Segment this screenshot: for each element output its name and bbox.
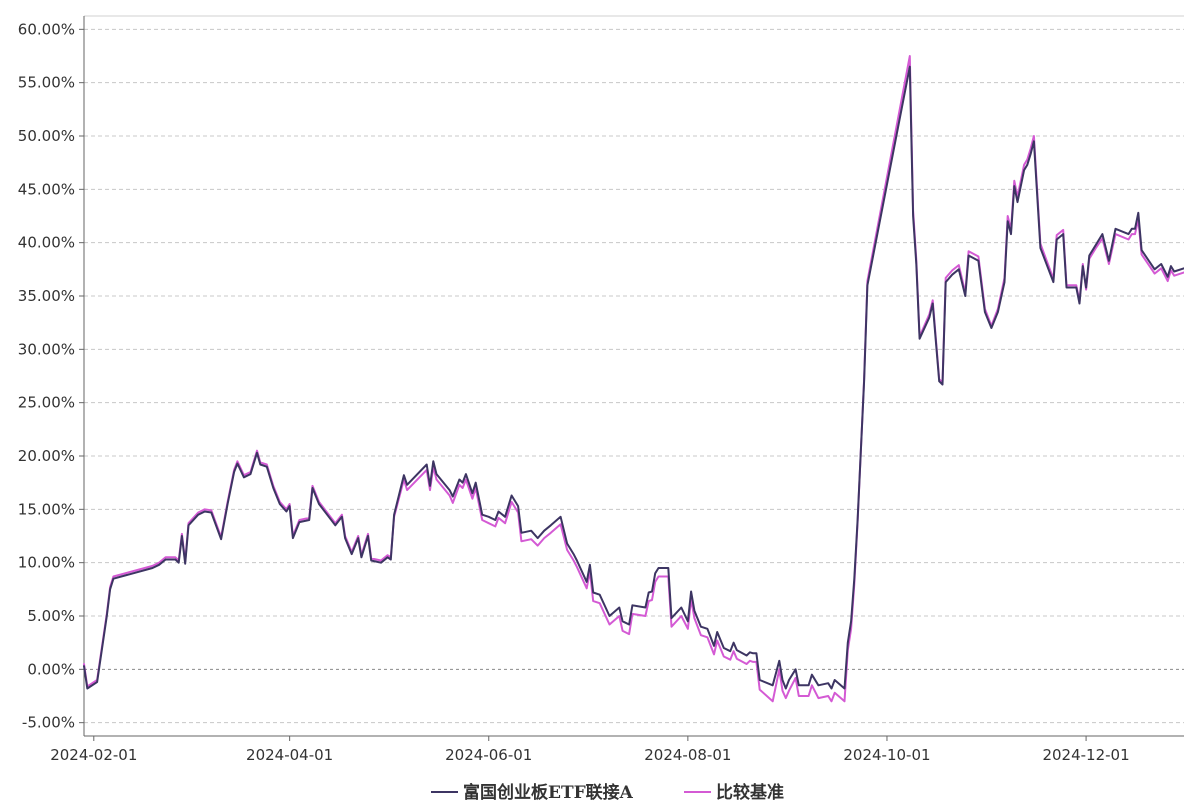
- y-tick-label: 50.00%: [18, 127, 75, 145]
- legend-label-benchmark: 比较基准: [716, 782, 784, 803]
- axes: [79, 15, 1184, 741]
- y-tick-label: -5.00%: [22, 714, 75, 732]
- x-tick-label: 2024-12-01: [1042, 746, 1129, 764]
- y-tick-label: 45.00%: [18, 180, 75, 198]
- y-tick-label: 55.00%: [18, 74, 75, 92]
- x-tick-label: 2024-06-01: [445, 746, 532, 764]
- x-tick-label: 2024-08-01: [644, 746, 731, 764]
- legend-label-fund: 富国创业板ETF联接A: [463, 782, 634, 803]
- y-tick-label: 0.00%: [27, 660, 75, 678]
- x-tick-label: 2024-04-01: [246, 746, 333, 764]
- y-axis-tick-labels: -5.00% 0.00% 5.00% 10.00% 15.00% 20.00% 25.00%…: [18, 20, 75, 731]
- y-tick-label: 35.00%: [18, 287, 75, 305]
- y-tick-label: 60.00%: [18, 20, 75, 38]
- series-line-benchmark: [83, 55, 1184, 703]
- y-tick-label: 30.00%: [18, 340, 75, 358]
- x-axis-tick-labels: 2024-02-01 2024-04-01 2024-06-01 2024-08-01…: [50, 746, 1129, 764]
- y-tick-label: 15.00%: [18, 500, 75, 518]
- series-lines: [83, 55, 1184, 703]
- y-tick-label: 5.00%: [27, 607, 75, 625]
- legend: 富国创业板ETF联接A 比较基准: [431, 782, 784, 803]
- y-tick-label: 40.00%: [18, 234, 75, 252]
- x-tick-label: 2024-02-01: [50, 746, 137, 764]
- gridlines: [84, 28, 1184, 724]
- y-tick-label: 20.00%: [18, 447, 75, 465]
- y-tick-label: 10.00%: [18, 554, 75, 572]
- y-tick-label: 25.00%: [18, 394, 75, 412]
- series-line-fund: [83, 65, 1184, 690]
- x-tick-label: 2024-10-01: [843, 746, 930, 764]
